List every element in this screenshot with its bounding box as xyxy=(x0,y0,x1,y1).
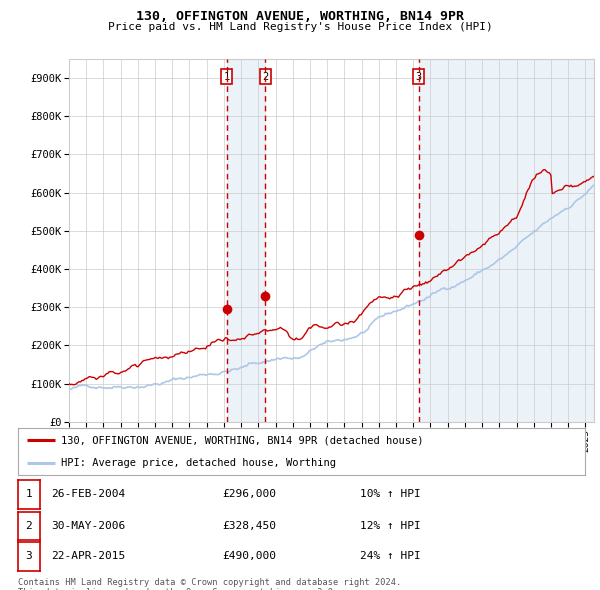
Text: 12% ↑ HPI: 12% ↑ HPI xyxy=(360,521,421,530)
Text: 130, OFFINGTON AVENUE, WORTHING, BN14 9PR (detached house): 130, OFFINGTON AVENUE, WORTHING, BN14 9P… xyxy=(61,435,423,445)
Text: 22-APR-2015: 22-APR-2015 xyxy=(51,552,125,561)
Text: £490,000: £490,000 xyxy=(222,552,276,561)
Text: 130, OFFINGTON AVENUE, WORTHING, BN14 9PR: 130, OFFINGTON AVENUE, WORTHING, BN14 9P… xyxy=(136,10,464,23)
Bar xyxy=(419,59,594,422)
Text: Contains HM Land Registry data © Crown copyright and database right 2024.: Contains HM Land Registry data © Crown c… xyxy=(18,578,401,587)
Text: 2: 2 xyxy=(262,72,269,81)
Bar xyxy=(227,59,265,422)
Text: 30-MAY-2006: 30-MAY-2006 xyxy=(51,521,125,530)
Text: This data is licensed under the Open Government Licence v3.0.: This data is licensed under the Open Gov… xyxy=(18,588,338,590)
Text: 3: 3 xyxy=(25,552,32,561)
Text: 2: 2 xyxy=(25,521,32,530)
Text: Price paid vs. HM Land Registry's House Price Index (HPI): Price paid vs. HM Land Registry's House … xyxy=(107,22,493,32)
Text: 10% ↑ HPI: 10% ↑ HPI xyxy=(360,490,421,499)
Text: 1: 1 xyxy=(25,490,32,499)
Text: 3: 3 xyxy=(415,72,422,81)
Text: £328,450: £328,450 xyxy=(222,521,276,530)
Text: £296,000: £296,000 xyxy=(222,490,276,499)
Text: 24% ↑ HPI: 24% ↑ HPI xyxy=(360,552,421,561)
Text: 1: 1 xyxy=(223,72,230,81)
Text: 26-FEB-2004: 26-FEB-2004 xyxy=(51,490,125,499)
Text: HPI: Average price, detached house, Worthing: HPI: Average price, detached house, Wort… xyxy=(61,458,335,468)
